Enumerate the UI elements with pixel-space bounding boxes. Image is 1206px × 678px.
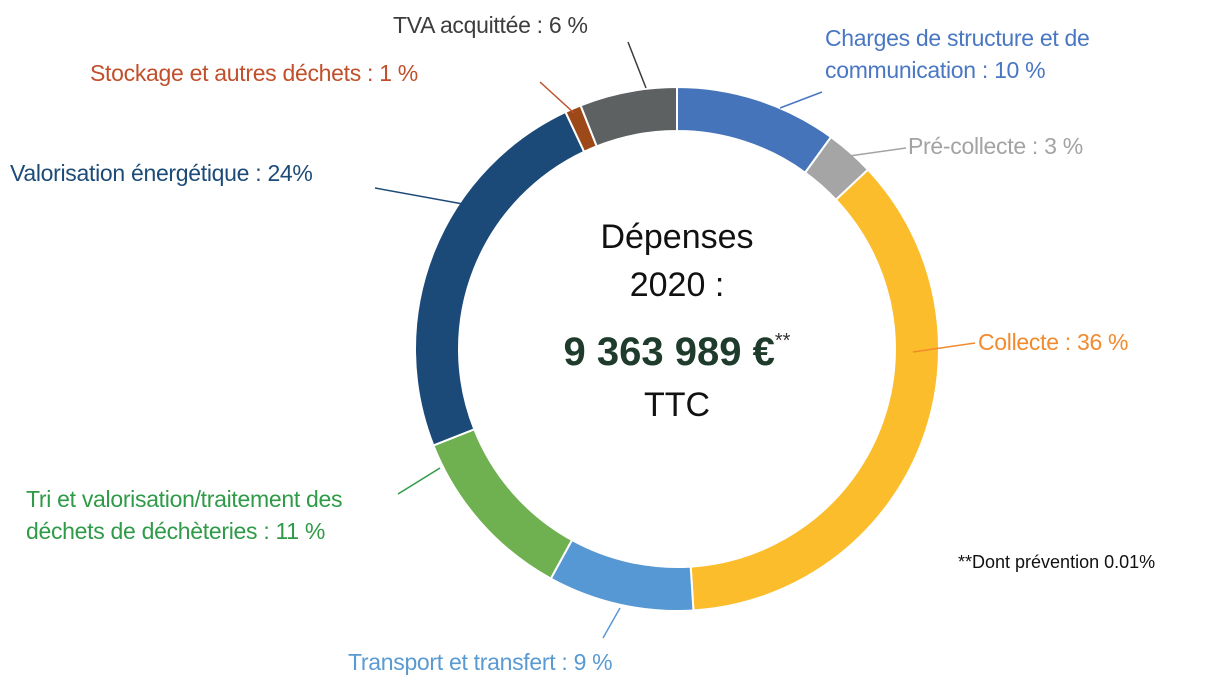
value-label: 10 % [994, 57, 1046, 83]
category-name: Tri et valorisation/traitement des déche… [26, 486, 343, 544]
category-name: Valorisation énergétique : [10, 160, 262, 186]
slice [549, 538, 695, 612]
slice [676, 85, 833, 175]
leader-line [627, 41, 647, 89]
value-label: 36 % [1076, 329, 1129, 355]
value-label: 9 % [573, 649, 613, 675]
slice [579, 85, 678, 148]
footnote: **Dont prévention 0.01% [958, 552, 1156, 572]
value-label: 24% [267, 160, 313, 186]
value-label: 6 % [548, 12, 588, 38]
leader-line [912, 342, 976, 353]
center-line1: Dépenses [600, 218, 754, 256]
center-line3: TTC [643, 386, 711, 424]
center-amount: 9 363 989 € [563, 330, 775, 374]
slice-label: Valorisation énergétique : 24% [10, 157, 390, 189]
slice-label: Transport et transfert : 9 % [348, 646, 708, 678]
value-label: 1 % [379, 60, 418, 86]
leader-line [779, 91, 823, 109]
slice-label: Tri et valorisation/traitement des déche… [26, 483, 386, 547]
slice-label: Charges de structure et de communication… [825, 22, 1125, 86]
slice-label: Pré-collecte : 3 % [908, 130, 1168, 162]
center-amount-row: 9 363 989 €** [477, 330, 877, 375]
value-label: 11 % [275, 518, 326, 544]
category-name: Collecte : [978, 329, 1071, 355]
center-mark: ** [774, 330, 791, 352]
slice [432, 427, 574, 580]
category-name: Stockage et autres déchets : [90, 60, 374, 86]
category-name: Charges de structure et de communication… [825, 25, 1090, 83]
leader-line [539, 81, 575, 114]
center-line2: 2020 : [629, 266, 725, 304]
category-name: TVA acquittée : [393, 12, 543, 38]
slice-label: Stockage et autres déchets : 1 % [90, 57, 510, 89]
slice-label: Collecte : 36 % [978, 326, 1198, 358]
category-name: Pré-collecte : [908, 133, 1039, 159]
category-name: Transport et transfert : [348, 649, 568, 675]
leader-line [841, 147, 907, 158]
leader-line [374, 187, 486, 209]
leader-line [397, 467, 441, 495]
leader-line [602, 607, 621, 639]
value-label: 3 % [1044, 133, 1083, 159]
slice-label: TVA acquittée : 6 % [393, 9, 653, 41]
